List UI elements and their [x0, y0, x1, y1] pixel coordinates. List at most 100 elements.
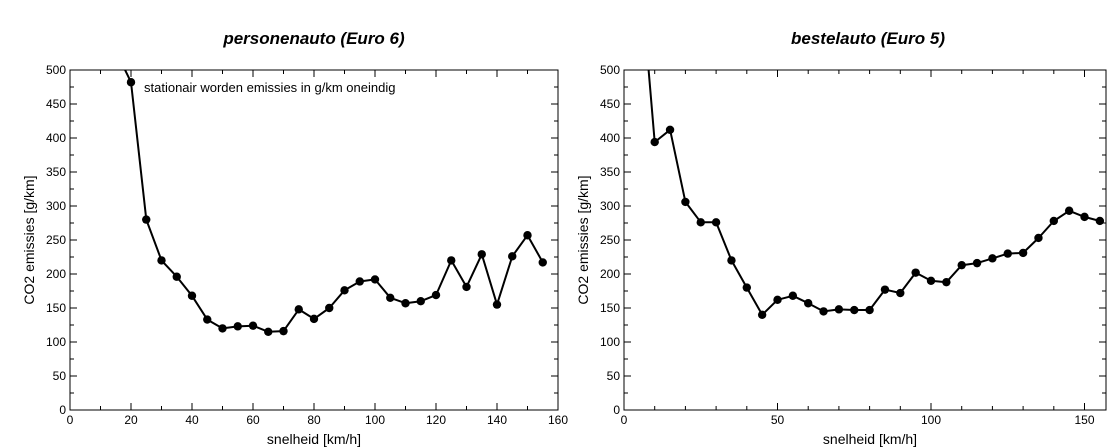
chart-2-data-point [711, 218, 721, 227]
chart-2-y-tick-label: 300 [600, 199, 620, 213]
chart-1-data-point [370, 275, 380, 284]
chart-2-data-point [757, 310, 767, 319]
chart-1-data-point [294, 305, 303, 314]
chart-1-x-axis-label: snelheid [km/h] [267, 431, 361, 447]
chart-1-frame [69, 69, 559, 411]
chart-1-data-point [233, 322, 242, 331]
chart-1-y-tick-label: 350 [46, 165, 66, 179]
chart-1-x-tick-label: 140 [487, 413, 507, 427]
chart-1-x-tick-label: 0 [67, 413, 74, 427]
chart-1-x-tick-label: 40 [185, 413, 199, 427]
chart-2-data-point [1049, 216, 1059, 226]
chart-1-ticks: 0 50 100 150 200 250 300 350 400 450 500 0 20 40 60 80 1… [46, 63, 568, 427]
chart-2-data-point [650, 137, 659, 147]
chart-1-x-tick-label: 100 [365, 413, 385, 427]
chart-2-data-point [1064, 206, 1074, 215]
chart-2-series-line [647, 70, 1101, 316]
chart-2-data-point [742, 283, 752, 292]
chart-2-y-tick-label: 400 [600, 131, 620, 145]
chart-1-data-point [279, 326, 288, 336]
chart-2-data-point [834, 305, 844, 314]
chart-2-data-point [957, 260, 966, 270]
chart-1-y-tick-label: 150 [46, 301, 66, 315]
chart-2-frame [623, 69, 1107, 411]
chart-2-y-tick-label: 450 [600, 97, 620, 111]
chart-2-data-point [727, 256, 736, 265]
chart-2-y-tick-label: 200 [600, 267, 620, 281]
chart-1-y-tick-label: 200 [46, 267, 66, 281]
chart-2-y-tick-label: 350 [600, 165, 620, 179]
chart-1-data-point [309, 314, 319, 324]
chart-2-data-point [819, 307, 828, 316]
chart-1-y-tick-label: 300 [46, 199, 66, 213]
chart-1-data-point [538, 258, 547, 267]
chart-1-y-tick-label: 50 [53, 369, 67, 383]
chart-1-x-tick-label: 160 [548, 413, 568, 427]
chart-2-x-tick-label: 50 [771, 413, 785, 427]
chart-1-x-tick-label: 20 [124, 413, 138, 427]
chart-2-x-tick-label: 0 [621, 413, 628, 427]
chart-2-data-point [1034, 233, 1043, 243]
chart-1-y-axis-label: CO2 emissies [g/km] [21, 175, 37, 304]
chart-2-data-point [972, 258, 982, 268]
chart-2-plot-area [647, 70, 1105, 319]
chart-bestelauto: bestelauto (Euro 5) snelheid [km/h] CO2 … [575, 29, 1107, 447]
chart-1-series-line [123, 70, 544, 333]
chart-1-data-point [447, 256, 456, 265]
chart-2-title: bestelauto (Euro 5) [791, 29, 945, 48]
chart-1-data-point [523, 231, 532, 240]
chart-1-data-point [264, 327, 273, 336]
chart-2-y-tick-label: 100 [600, 335, 620, 349]
chart-2-data-point [1018, 248, 1028, 258]
chart-2-data-point [942, 277, 951, 287]
chart-1-data-point [142, 215, 151, 224]
chart-2-data-point [696, 218, 705, 227]
chart-2-y-tick-label: 250 [600, 233, 620, 247]
chart-1-data-point [355, 277, 364, 286]
chart-1-x-tick-label: 80 [307, 413, 321, 427]
chart-2-data-point [1095, 216, 1105, 226]
chart-1-annotation: stationair worden emissies in g/km onein… [144, 80, 395, 95]
chart-1-y-tick-label: 250 [46, 233, 66, 247]
chart-1-y-tick-label: 0 [59, 403, 66, 417]
chart-2-ticks: 0 50 100 150 200 250 300 350 400 450 500 0 50 100 150 [600, 63, 1106, 427]
chart-2-data-point [1003, 249, 1012, 258]
chart-1-data-point [462, 282, 471, 292]
chart-1-data-point [508, 252, 517, 261]
chart-1-data-point [325, 303, 334, 313]
chart-1-data-point [218, 324, 227, 333]
chart-1-data-point [431, 290, 441, 300]
chart-2-data-point [665, 125, 675, 135]
chart-2-data-point [926, 276, 936, 285]
chart-2-x-tick-label: 100 [921, 413, 941, 427]
chart-1-title: personenauto (Euro 6) [222, 29, 405, 48]
chart-1-plot-area [123, 70, 547, 336]
chart-2-data-point [911, 268, 920, 277]
chart-2-x-axis-label: snelheid [km/h] [823, 431, 917, 447]
chart-2-data-point [988, 254, 997, 263]
chart-2-data-point [773, 295, 782, 305]
chart-2-y-tick-label: 500 [600, 63, 620, 77]
chart-1-data-point [386, 293, 395, 302]
chart-2-data-point [896, 288, 905, 298]
chart-personenauto: personenauto (Euro 6) stationair worden … [21, 29, 568, 447]
chart-1-data-point [477, 250, 486, 259]
chart-2-y-tick-label: 150 [600, 301, 620, 315]
chart-1-data-point [172, 272, 181, 281]
chart-2-data-point [681, 197, 690, 207]
chart-2-data-point [804, 299, 813, 308]
chart-1-data-point [248, 321, 258, 330]
chart-1-data-point [187, 291, 197, 300]
chart-1-x-tick-label: 60 [246, 413, 260, 427]
chart-2-y-axis-label: CO2 emissies [g/km] [575, 175, 591, 304]
chart-1-data-point [126, 78, 136, 87]
chart-1-data-point [492, 300, 502, 309]
chart-1-data-point [203, 315, 212, 324]
chart-2-x-tick-label: 150 [1074, 413, 1094, 427]
chart-2-data-point [1080, 212, 1089, 222]
chart-1-y-tick-label: 500 [46, 63, 66, 77]
chart-1-y-tick-label: 450 [46, 97, 66, 111]
chart-1-data-point [416, 297, 425, 306]
chart-2-y-tick-label: 50 [607, 369, 621, 383]
